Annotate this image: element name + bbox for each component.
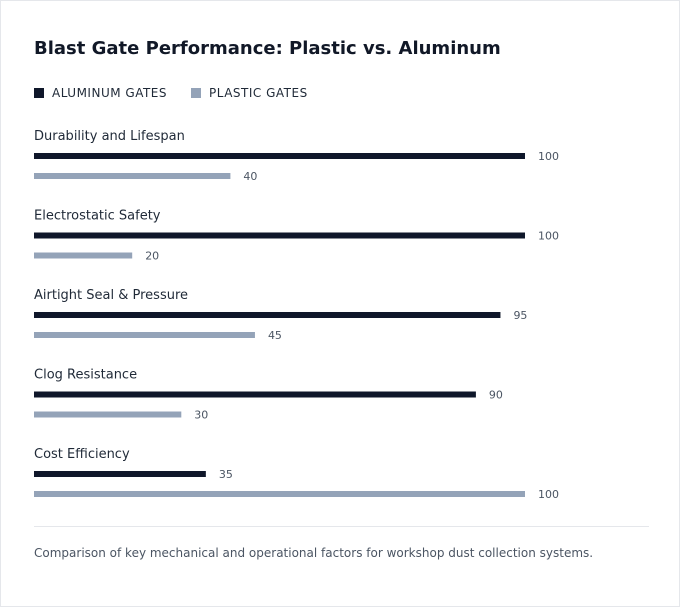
- bar-aluminum: [34, 391, 476, 398]
- legend-item-plastic: PLASTIC GATES: [191, 86, 308, 100]
- value-label-aluminum: 100: [538, 230, 559, 243]
- bar-aluminum: [34, 312, 501, 318]
- category-label: Electrostatic Safety: [34, 209, 161, 224]
- legend-label-aluminum: ALUMINUM GATES: [52, 86, 168, 100]
- bar-plastic: [34, 252, 133, 259]
- value-label-aluminum: 90: [489, 389, 503, 402]
- legend-label-plastic: PLASTIC GATES: [209, 86, 308, 100]
- bar-plastic: [34, 173, 231, 179]
- divider: [34, 526, 649, 527]
- bar-aluminum: [34, 153, 525, 159]
- bar-plastic: [34, 411, 182, 418]
- value-label-plastic: 20: [145, 250, 159, 263]
- bar-chart: Durability and Lifespan 100 40 Electrostati…: [34, 129, 559, 501]
- bar-plastic: [34, 491, 525, 497]
- value-label-aluminum: 95: [513, 309, 527, 322]
- legend-item-aluminum: ALUMINUM GATES: [34, 86, 167, 100]
- chart-title: Blast Gate Performance: Plastic vs. Alum…: [34, 38, 501, 59]
- chart-caption: Comparison of key mechanical and operati…: [34, 546, 594, 560]
- category-label: Airtight Seal & Pressure: [34, 288, 188, 303]
- value-label-aluminum: 100: [538, 150, 559, 163]
- category-label: Cost Efficiency: [34, 447, 130, 462]
- legend-swatch-aluminum: [34, 88, 44, 98]
- value-label-plastic: 30: [194, 409, 208, 422]
- category-label: Clog Resistance: [34, 368, 137, 383]
- bar-plastic: [34, 332, 255, 338]
- value-label-plastic: 100: [538, 488, 559, 501]
- legend-swatch-plastic: [191, 88, 202, 98]
- legend: ALUMINUM GATES PLASTIC GATES: [34, 86, 332, 100]
- bar-aluminum: [34, 232, 525, 239]
- category-label: Durability and Lifespan: [34, 129, 185, 144]
- value-label-plastic: 40: [243, 170, 257, 183]
- value-label-plastic: 45: [268, 329, 282, 342]
- value-label-aluminum: 35: [219, 468, 233, 481]
- bar-aluminum: [34, 471, 206, 477]
